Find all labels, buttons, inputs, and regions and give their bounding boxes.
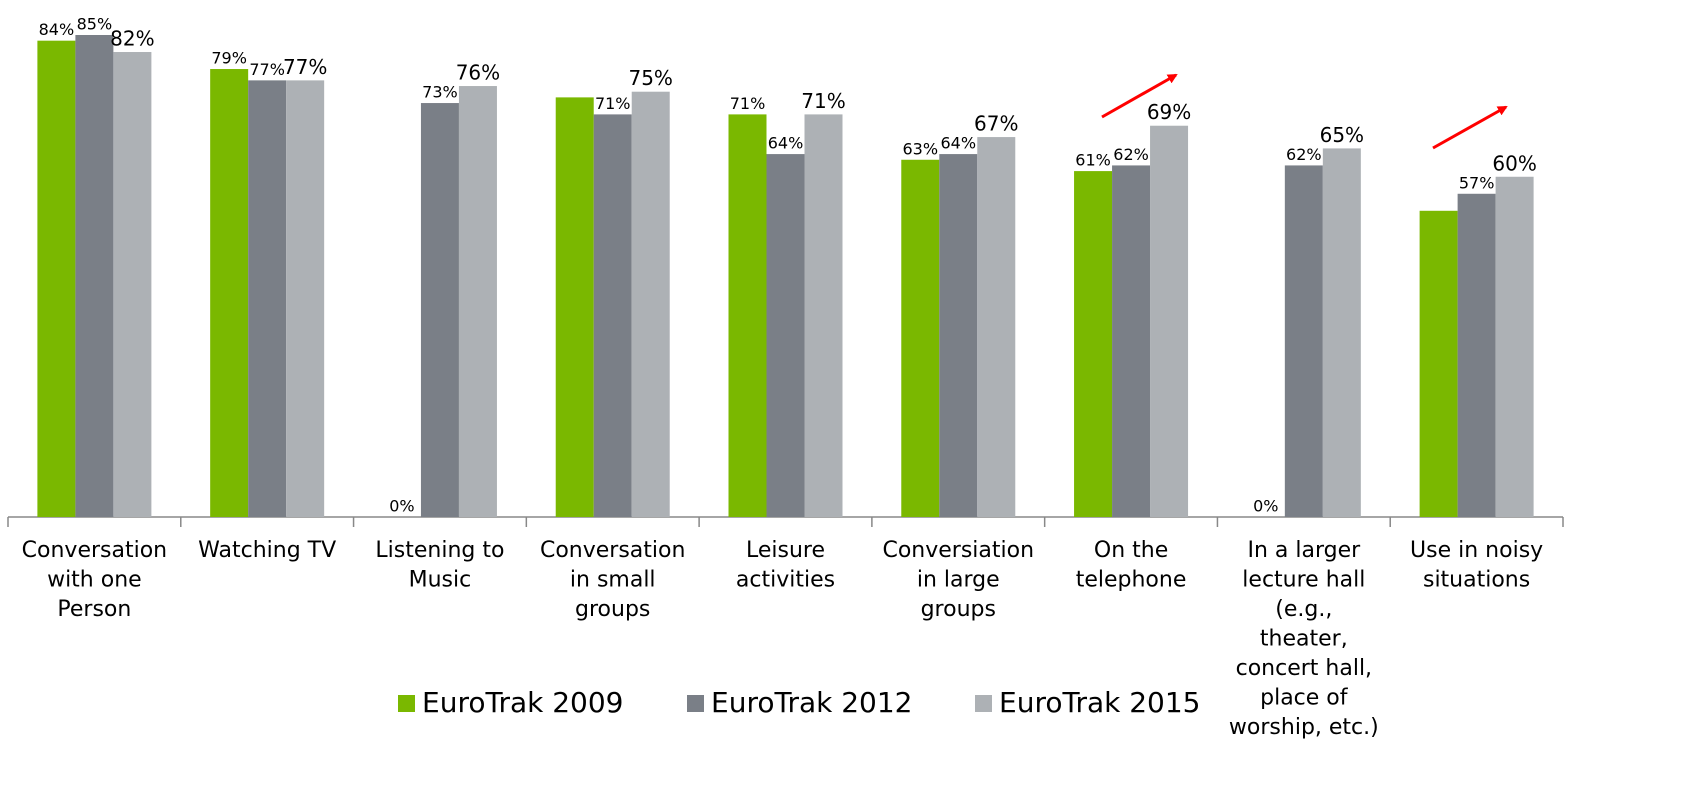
bar: [977, 137, 1016, 517]
data-label: 67%: [974, 112, 1018, 136]
legend-swatch: [975, 695, 992, 712]
bar: [901, 159, 940, 518]
data-label: 62%: [1113, 145, 1149, 164]
x-tick-label: Conversation with one Person: [22, 538, 167, 622]
bar: [1322, 148, 1361, 518]
data-label: 64%: [940, 134, 976, 153]
legend-swatch: [398, 695, 415, 712]
bar: [1150, 125, 1189, 518]
data-label: 71%: [595, 94, 631, 113]
bar: [1457, 193, 1496, 517]
data-label: 65%: [1320, 123, 1364, 147]
bar: [631, 91, 670, 518]
data-label: 60%: [1492, 151, 1536, 175]
data-label: 75%: [628, 66, 672, 90]
data-label: 84%: [39, 20, 75, 39]
bar: [555, 97, 594, 518]
data-label: 0%: [1253, 497, 1278, 516]
x-tick-label: On the telephone: [1076, 538, 1187, 593]
x-tick-label: Conversation in small groups: [540, 538, 685, 622]
bar: [420, 103, 459, 517]
data-label: 71%: [730, 94, 766, 113]
data-label: 64%: [768, 134, 804, 153]
bar: [939, 154, 978, 518]
bar: [1419, 210, 1458, 517]
x-tick-label: In a larger lecture hall (e.g., theater, con…: [1229, 538, 1379, 740]
data-label: 85%: [77, 15, 113, 34]
bar: [766, 154, 805, 518]
legend-label: EuroTrak 2009: [422, 686, 624, 719]
bar: [210, 69, 249, 517]
legend-label: EuroTrak 2012: [711, 686, 913, 719]
bar: [728, 114, 767, 517]
bar: [1495, 176, 1534, 517]
bar: [113, 52, 152, 517]
data-label: 63%: [902, 139, 938, 158]
x-tick-label: Use in noisy situations: [1410, 538, 1543, 593]
bar: [286, 80, 325, 517]
bar: [37, 40, 76, 517]
bar: [248, 80, 287, 517]
data-label: 77%: [283, 55, 327, 79]
bar: [75, 35, 114, 517]
x-tick-label: Conversiation in large groups: [882, 538, 1034, 622]
legend-swatch: [687, 695, 704, 712]
bar: [593, 114, 632, 517]
x-tick-label: Leisure activities: [736, 538, 835, 593]
data-label: 82%: [110, 27, 154, 51]
bar: [458, 86, 497, 518]
data-label: 61%: [1075, 151, 1111, 170]
bar: [1074, 171, 1113, 517]
data-label: 76%: [456, 61, 500, 85]
bar: [804, 114, 843, 517]
data-label: 69%: [1147, 100, 1191, 124]
x-tick-label: Watching TV: [198, 538, 336, 563]
data-label: 73%: [422, 83, 458, 102]
trend-arrow: [1432, 105, 1508, 150]
data-label: 77%: [249, 60, 285, 79]
data-label: 57%: [1459, 173, 1495, 192]
bar: [1112, 165, 1151, 517]
trend-arrow: [1101, 73, 1178, 119]
data-label: 79%: [211, 49, 247, 68]
bar: [1284, 165, 1323, 517]
data-label: 71%: [801, 89, 845, 113]
legend-label: EuroTrak 2015: [999, 686, 1201, 719]
x-tick-label: Listening to Music: [375, 538, 504, 593]
data-label: 62%: [1286, 145, 1322, 164]
data-label: 0%: [389, 497, 414, 516]
